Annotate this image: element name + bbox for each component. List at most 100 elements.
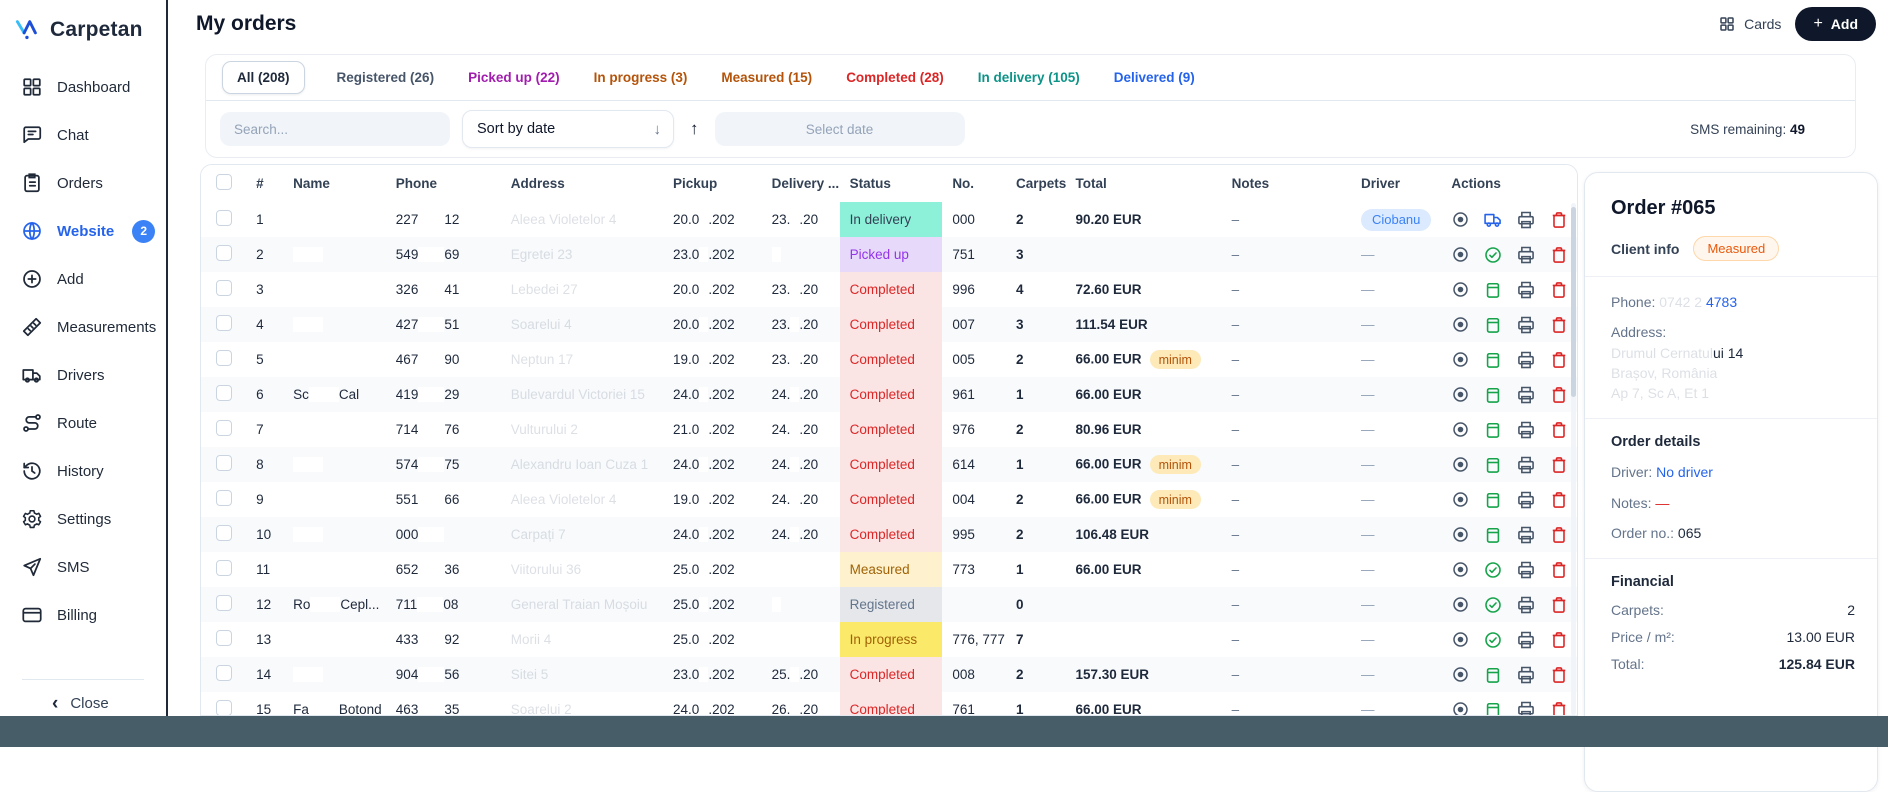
tab-in-delivery[interactable]: In delivery (105) — [976, 62, 1082, 93]
archive-order-button[interactable] — [1483, 385, 1503, 405]
row-checkbox[interactable] — [216, 455, 232, 471]
date-filter-input[interactable] — [715, 112, 965, 146]
confirm-order-button[interactable] — [1483, 560, 1503, 580]
sidebar-item-settings[interactable]: Settings — [0, 495, 166, 543]
print-order-button[interactable] — [1516, 315, 1536, 335]
print-order-button[interactable] — [1516, 595, 1536, 615]
delete-order-button[interactable] — [1549, 210, 1569, 230]
sidebar-item-website[interactable]: Website 2 — [0, 207, 166, 255]
archive-order-button[interactable] — [1483, 525, 1503, 545]
row-checkbox[interactable] — [216, 350, 232, 366]
tab-delivered[interactable]: Delivered (9) — [1112, 62, 1197, 93]
print-order-button[interactable] — [1516, 210, 1536, 230]
sidebar-item-measurements[interactable]: Measurements — [0, 303, 166, 351]
row-checkbox[interactable] — [216, 630, 232, 646]
sidebar-item-billing[interactable]: Billing — [0, 591, 166, 639]
delete-order-button[interactable] — [1549, 385, 1569, 405]
row-checkbox[interactable] — [216, 595, 232, 611]
sidebar-item-add[interactable]: Add — [0, 255, 166, 303]
delete-order-button[interactable] — [1549, 700, 1569, 717]
view-order-button[interactable] — [1451, 315, 1470, 334]
select-all-checkbox[interactable] — [216, 174, 232, 190]
view-order-button[interactable] — [1451, 385, 1470, 404]
delete-order-button[interactable] — [1549, 280, 1569, 300]
archive-order-button[interactable] — [1483, 700, 1503, 717]
view-order-button[interactable] — [1451, 700, 1470, 716]
sidebar-item-drivers[interactable]: Drivers — [0, 351, 166, 399]
print-order-button[interactable] — [1516, 700, 1536, 717]
view-order-button[interactable] — [1451, 245, 1470, 264]
view-order-button[interactable] — [1451, 595, 1470, 614]
sort-by-select[interactable]: Sort by date ↓ — [462, 110, 674, 148]
view-order-button[interactable] — [1451, 210, 1470, 229]
row-checkbox[interactable] — [216, 210, 232, 226]
row-checkbox[interactable] — [216, 560, 232, 576]
confirm-order-button[interactable] — [1483, 245, 1503, 265]
row-checkbox[interactable] — [216, 385, 232, 401]
confirm-order-button[interactable] — [1483, 630, 1503, 650]
archive-order-button[interactable] — [1483, 490, 1503, 510]
print-order-button[interactable] — [1516, 245, 1536, 265]
sidebar-item-sms[interactable]: SMS — [0, 543, 166, 591]
sidebar-item-dashboard[interactable]: Dashboard — [0, 63, 166, 111]
search-input[interactable] — [220, 112, 450, 146]
view-order-button[interactable] — [1451, 525, 1470, 544]
row-checkbox[interactable] — [216, 280, 232, 296]
tab-in-progress[interactable]: In progress (3) — [592, 62, 690, 93]
delete-order-button[interactable] — [1549, 315, 1569, 335]
view-order-button[interactable] — [1451, 665, 1470, 684]
view-order-button[interactable] — [1451, 280, 1470, 299]
view-order-button[interactable] — [1451, 350, 1470, 369]
sort-direction-button[interactable]: ↑ — [686, 119, 703, 139]
delete-order-button[interactable] — [1549, 420, 1569, 440]
confirm-order-button[interactable] — [1483, 595, 1503, 615]
print-order-button[interactable] — [1516, 280, 1536, 300]
row-checkbox[interactable] — [216, 700, 232, 716]
cards-view-button[interactable]: Cards — [1718, 15, 1781, 33]
tab-measured[interactable]: Measured (15) — [719, 62, 814, 93]
archive-order-button[interactable] — [1483, 420, 1503, 440]
row-checkbox[interactable] — [216, 525, 232, 541]
sidebar-item-history[interactable]: History — [0, 447, 166, 495]
table-scrollbar-thumb[interactable] — [1571, 207, 1576, 397]
print-order-button[interactable] — [1516, 630, 1536, 650]
print-order-button[interactable] — [1516, 350, 1536, 370]
delete-order-button[interactable] — [1549, 490, 1569, 510]
print-order-button[interactable] — [1516, 385, 1536, 405]
row-checkbox[interactable] — [216, 315, 232, 331]
phone-link[interactable]: 4783 — [1706, 294, 1737, 310]
archive-order-button[interactable] — [1483, 665, 1503, 685]
horizontal-scrollbar-band[interactable] — [0, 716, 1888, 747]
no-driver-link[interactable]: No driver — [1656, 464, 1713, 480]
tab-picked-up[interactable]: Picked up (22) — [466, 62, 562, 93]
row-checkbox[interactable] — [216, 420, 232, 436]
view-order-button[interactable] — [1451, 490, 1470, 509]
delete-order-button[interactable] — [1549, 630, 1569, 650]
row-checkbox[interactable] — [216, 245, 232, 261]
archive-order-button[interactable] — [1483, 280, 1503, 300]
print-order-button[interactable] — [1516, 455, 1536, 475]
delete-order-button[interactable] — [1549, 595, 1569, 615]
sidebar-item-route[interactable]: Route — [0, 399, 166, 447]
archive-order-button[interactable] — [1483, 315, 1503, 335]
driver-pill[interactable]: Ciobanu — [1361, 209, 1431, 231]
delete-order-button[interactable] — [1549, 455, 1569, 475]
print-order-button[interactable] — [1516, 420, 1536, 440]
print-order-button[interactable] — [1516, 490, 1536, 510]
add-order-button[interactable]: + Add — [1795, 7, 1876, 41]
sidebar-item-orders[interactable]: Orders — [0, 159, 166, 207]
table-row[interactable]: 10 000 Carpați 7 24.0.202 24..20 Complet… — [201, 517, 1577, 552]
close-sidebar-button[interactable]: ‹ Close — [0, 694, 166, 713]
tab-all[interactable]: All (208) — [222, 61, 305, 94]
row-checkbox[interactable] — [216, 665, 232, 681]
